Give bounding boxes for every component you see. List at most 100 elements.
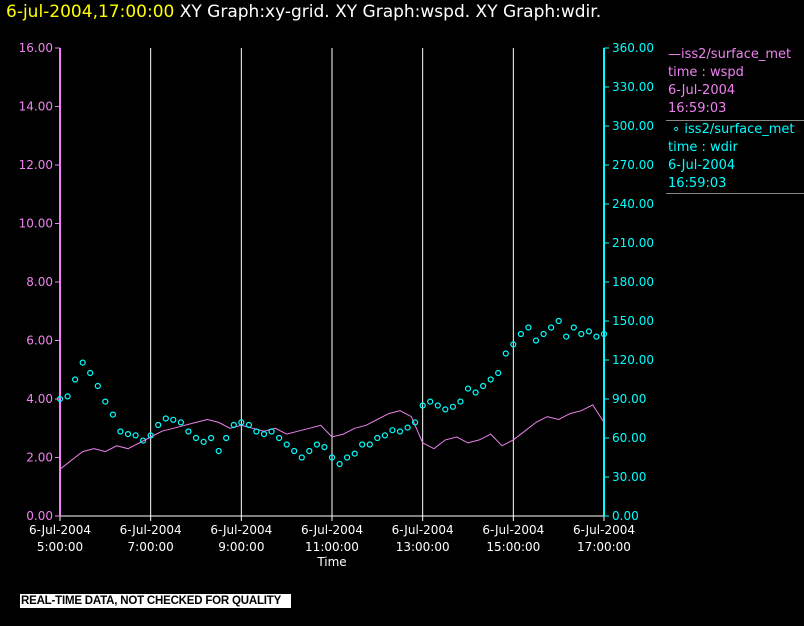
x-tick-label-time: 15:00:00 <box>486 540 540 554</box>
x-tick-label-date: 6-Jul-2004 <box>392 523 454 537</box>
data-point-wdir <box>517 330 525 338</box>
x-tick-label-time: 5:00:00 <box>37 540 83 554</box>
y-left-tick-label: 4.00 <box>26 392 53 406</box>
data-point-wdir <box>102 398 109 405</box>
data-point-wdir <box>578 330 585 338</box>
data-point-wdir <box>547 324 555 331</box>
legend-date: 6-Jul-2004 <box>668 83 736 98</box>
data-point-wdir <box>109 411 117 418</box>
data-point-wdir <box>419 402 426 409</box>
header-graph-list: XY Graph:xy-grid. XY Graph:wspd. XY Grap… <box>179 2 602 22</box>
y-left-tick-label: 0.00 <box>26 509 53 523</box>
data-point-wdir <box>351 450 358 457</box>
data-point-wdir <box>298 454 305 461</box>
data-point-wdir <box>381 432 388 439</box>
y-left-tick-label: 12.00 <box>19 158 53 172</box>
y-right-tick-label: 60.00 <box>612 431 646 445</box>
data-point-wdir <box>238 419 245 426</box>
x-tick-label-date: 6-Jul-2004 <box>120 523 182 537</box>
data-point-wdir <box>525 324 532 331</box>
y-left-tick-label: 2.00 <box>26 451 53 465</box>
y-right-tick-label: 360.00 <box>612 41 654 55</box>
y-right-tick-label: 270.00 <box>612 158 654 172</box>
data-point-wdir <box>389 427 396 434</box>
data-point-wdir <box>404 424 411 431</box>
legend: —iss2/surface_met time : wspd 6-Jul-2004… <box>666 46 804 194</box>
data-point-wdir <box>457 398 464 405</box>
legend-circle-icon: ∘ <box>668 122 685 137</box>
data-point-wdir <box>215 447 222 455</box>
y-right-tick-label: 180.00 <box>612 275 654 289</box>
data-point-wdir <box>185 428 192 435</box>
x-tick-label-date: 6-Jul-2004 <box>573 523 635 537</box>
data-point-wdir <box>223 434 230 442</box>
data-point-wdir <box>170 416 177 423</box>
legend-var: time : wspd <box>668 65 744 80</box>
legend-var: time : wdir <box>668 140 738 155</box>
data-point-wdir <box>449 403 456 410</box>
data-point-wdir <box>140 437 147 444</box>
data-point-wdir <box>260 431 268 438</box>
y-right-tick-label: 330.00 <box>612 80 654 94</box>
data-point-wdir <box>268 428 275 435</box>
legend-line-icon: — <box>668 47 681 62</box>
series-line-wspd <box>59 404 605 470</box>
data-point-wdir <box>600 330 608 338</box>
data-point-wdir <box>396 428 404 435</box>
x-tick-label-time: 7:00:00 <box>128 540 174 554</box>
data-point-wdir <box>442 406 449 413</box>
data-point-wdir <box>487 376 494 383</box>
data-point-wdir <box>283 441 290 448</box>
y-right-tick-label: 30.00 <box>612 470 646 484</box>
quality-warning-banner: REAL-TIME DATA, NOT CHECKED FOR QUALITY <box>20 594 292 608</box>
data-point-wdir <box>555 317 562 325</box>
header-timestamp: 6-jul-2004,17:00:00 <box>6 2 175 22</box>
data-point-wdir <box>321 444 328 451</box>
data-point-wdir <box>328 454 336 461</box>
y-right-tick-label: 300.00 <box>612 119 654 133</box>
y-left-tick-label: 10.00 <box>19 217 53 231</box>
data-point-wdir <box>313 441 320 448</box>
data-point-wdir <box>64 393 71 400</box>
data-point-wdir <box>495 369 502 377</box>
legend-date: 6-Jul-2004 <box>668 158 736 173</box>
data-point-wdir <box>374 434 381 442</box>
data-point-wdir <box>336 460 343 468</box>
data-point-wdir <box>540 330 547 338</box>
data-point-wdir <box>253 428 260 435</box>
x-axis-label: Time <box>316 555 346 569</box>
data-point-wdir <box>230 421 237 429</box>
y-left-tick-label: 14.00 <box>19 100 53 114</box>
data-point-wdir <box>412 419 419 426</box>
legend-label: iss2/surface_met <box>681 47 792 62</box>
data-point-wdir <box>177 419 184 426</box>
data-point-wdir <box>71 376 79 383</box>
header: 6-jul-2004,17:00:00 XY Graph:xy-grid. XY… <box>6 2 601 22</box>
data-point-wdir <box>94 382 101 390</box>
data-point-wdir <box>200 438 207 445</box>
data-point-wdir <box>162 415 169 422</box>
data-point-wdir <box>155 421 162 429</box>
data-point-wdir <box>276 434 283 442</box>
y-right-tick-label: 120.00 <box>612 353 654 367</box>
x-tick-label-time: 9:00:00 <box>218 540 264 554</box>
data-point-wdir <box>192 434 200 442</box>
x-tick-label-date: 6-Jul-2004 <box>482 523 544 537</box>
x-tick-label-date: 6-Jul-2004 <box>210 523 272 537</box>
x-tick-label-date: 6-Jul-2004 <box>301 523 363 537</box>
data-point-wdir <box>532 337 540 344</box>
y-right-tick-label: 0.00 <box>612 509 639 523</box>
data-point-wdir <box>56 395 64 403</box>
data-point-wdir <box>306 447 313 455</box>
data-point-wdir <box>291 447 298 455</box>
data-point-wdir <box>427 398 434 405</box>
y-left-tick-label: 8.00 <box>26 275 53 289</box>
y-left-tick-label: 6.00 <box>26 334 53 348</box>
data-point-wdir <box>510 341 517 348</box>
data-point-wdir <box>593 333 600 340</box>
data-point-wdir <box>359 441 366 448</box>
y-left-tick-label: 16.00 <box>19 41 53 55</box>
data-point-wdir <box>434 402 441 409</box>
x-tick-label-time: 13:00:00 <box>396 540 450 554</box>
